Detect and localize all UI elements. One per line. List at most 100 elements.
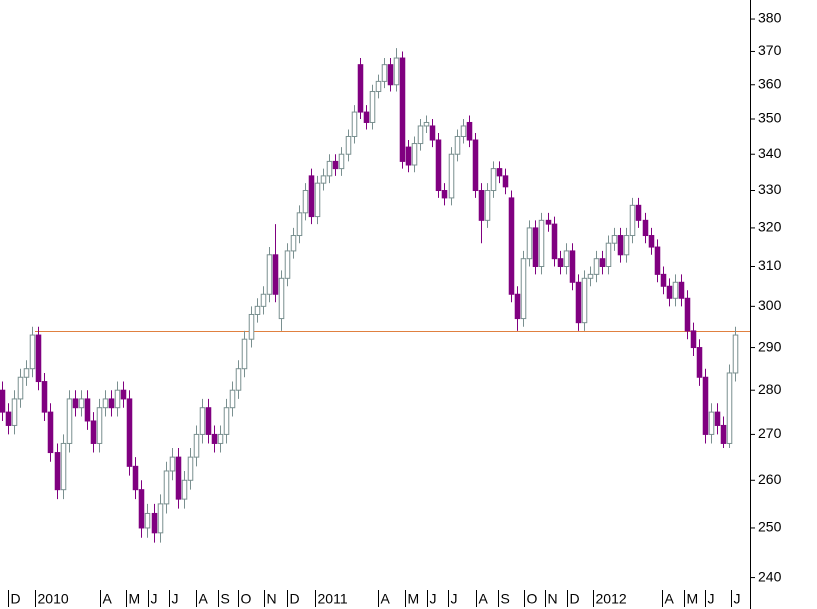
x-tick-label: D: [570, 591, 580, 607]
y-tick-label: 270: [758, 425, 782, 441]
candle-body-up: [144, 512, 151, 529]
candle-body-up: [629, 204, 636, 237]
candle-body-up: [169, 456, 176, 472]
candle-body-down: [272, 254, 279, 295]
candle-body-down: [514, 293, 521, 320]
candle-body-up: [241, 338, 248, 370]
y-tick-label: 250: [758, 519, 782, 535]
candle-body-up: [193, 433, 200, 458]
candle-body-up: [199, 407, 206, 435]
x-tick-label: A: [103, 591, 113, 607]
candle-body-up: [345, 135, 352, 155]
candle-body-up: [581, 277, 588, 324]
candle-body-up: [454, 135, 461, 155]
x-tick-label: S: [221, 591, 230, 607]
candle-body-up: [23, 368, 30, 378]
y-tick-label: 330: [758, 181, 782, 197]
candle-body-up: [448, 153, 455, 199]
candle-body-up: [484, 190, 491, 221]
candle-body-up: [611, 235, 618, 244]
candle-body-down: [654, 246, 661, 275]
y-tick-label: 320: [758, 219, 782, 235]
candle-body-down: [666, 285, 673, 299]
candle-body-down: [211, 433, 218, 444]
candle-body-up: [266, 254, 273, 295]
candle-body-up: [563, 250, 570, 268]
candle-body-up: [96, 407, 103, 444]
candle-body-up: [369, 91, 376, 123]
y-tick-label: 290: [758, 338, 782, 354]
x-tick-label: A: [381, 591, 391, 607]
candle-body-up: [326, 160, 333, 177]
candle-body-down: [617, 235, 624, 256]
x-tick-label: 2012: [596, 591, 627, 607]
candle-body-down: [175, 456, 182, 500]
candle-body-down: [47, 411, 54, 454]
candle-body-down: [472, 139, 479, 192]
x-tick-label: M: [687, 591, 699, 607]
candle-body-up: [235, 368, 242, 391]
candle-body-up: [623, 235, 630, 256]
candle-body-down: [551, 223, 558, 260]
x-tick-label: N: [548, 591, 558, 607]
candle-body-up: [393, 57, 400, 86]
candle-body-down: [205, 407, 212, 435]
candle-body-up: [217, 433, 224, 444]
candle-body-up: [60, 442, 67, 491]
candle-body-down: [84, 398, 91, 422]
candle-body-down: [54, 452, 61, 491]
candle-body-up: [181, 479, 188, 500]
candle-body-up: [29, 334, 36, 370]
x-tick-label: 2011: [318, 591, 348, 607]
candle-body-up: [296, 212, 303, 237]
candle-body-down: [441, 190, 448, 199]
candle-body-down: [387, 64, 394, 86]
candle-body-down: [90, 420, 97, 444]
x-tick-label: O: [241, 591, 252, 607]
candle-body-up: [338, 153, 345, 170]
candle-body-up: [17, 376, 24, 400]
candle-body-down: [545, 219, 552, 225]
candle-body-up: [223, 407, 230, 435]
y-tick-label: 350: [758, 110, 782, 126]
candle-body-up: [381, 64, 388, 82]
candle-body-up: [114, 389, 121, 409]
candle-body-down: [508, 197, 515, 295]
y-tick-label: 240: [758, 568, 782, 584]
y-tick-label: 280: [758, 381, 782, 397]
candle-body-down: [108, 398, 115, 409]
candle-body-up: [157, 503, 164, 534]
candle-body-down: [0, 389, 6, 413]
candle-body-down: [435, 139, 442, 192]
candle-body-up: [708, 411, 715, 435]
candle-body-up: [411, 143, 418, 166]
candle-body-up: [302, 190, 309, 214]
candle-body-up: [520, 258, 527, 320]
candle-body-up: [254, 305, 261, 315]
y-tick-label: 380: [758, 10, 782, 26]
x-tick-label: M: [408, 591, 420, 607]
candle-body-up: [490, 168, 497, 192]
candle-body-down: [557, 258, 564, 268]
x-tick-label: D: [11, 591, 21, 607]
y-tick-label: 300: [758, 297, 782, 313]
candle-body-down: [635, 204, 642, 221]
x-tick-label: J: [430, 591, 437, 607]
candle-body-up: [229, 389, 236, 409]
candle-body-down: [642, 219, 649, 237]
x-tick-label: J: [708, 591, 715, 607]
candle-body-up: [417, 125, 424, 145]
candle-body-down: [678, 281, 685, 299]
candle-body-down: [399, 57, 406, 162]
candle-body-down: [690, 330, 697, 349]
candle-body-down: [478, 190, 485, 221]
x-tick-label: J: [734, 591, 741, 607]
candle-body-down: [35, 334, 42, 383]
x-tick-label: A: [665, 591, 675, 607]
x-tick-label: S: [501, 591, 510, 607]
candle-body-down: [684, 297, 691, 332]
x-tick-label: A: [199, 591, 209, 607]
candle-body-up: [732, 334, 739, 374]
y-tick-label: 310: [758, 257, 782, 273]
